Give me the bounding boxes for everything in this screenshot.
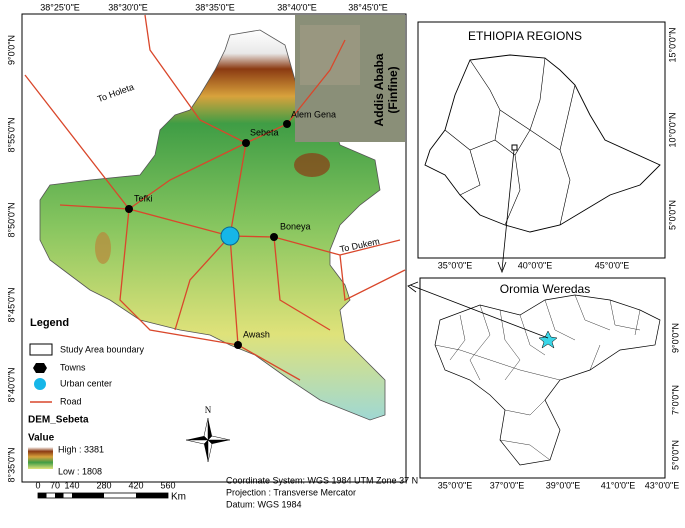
region-borders	[444, 57, 576, 226]
dem-value: Value	[28, 433, 55, 444]
lon-label: 38°30'0"E	[108, 2, 148, 12]
lon-label: 41°0'0"E	[601, 480, 636, 490]
place-label: Alem Gena	[291, 109, 336, 119]
towns	[125, 120, 291, 349]
lat-label: 8°40'0"N	[6, 367, 16, 402]
legend-item: Road	[60, 396, 82, 406]
lat-label: 10°0'0"N	[667, 112, 677, 147]
dem-high: High : 3381	[58, 444, 104, 454]
highland	[95, 232, 111, 264]
projection-line: Projection : Transverse Mercator	[226, 487, 356, 497]
locator	[511, 144, 518, 151]
place-label: Tefki	[134, 193, 153, 203]
lon-label: 39°0'0"E	[546, 480, 581, 490]
dem-ramp	[28, 447, 53, 469]
town	[125, 205, 133, 213]
scale-label: 140	[64, 480, 79, 490]
dem-low: Low : 1808	[58, 466, 102, 476]
ethiopia-outline	[424, 54, 661, 233]
wereda-borders	[434, 294, 641, 461]
roads	[24, 14, 406, 381]
place-label: Boneya	[280, 221, 311, 231]
lat-label: 9°0'0"N	[6, 35, 16, 65]
scale-label: 70	[50, 480, 60, 490]
ethiopia-title: ETHIOPIA REGIONS	[468, 29, 582, 43]
lon-label: 35°0'0"E	[438, 260, 473, 270]
projection-line: Coordinate System: WGS 1984 UTM Zone 37 …	[226, 475, 418, 485]
scale-unit: Km	[171, 492, 186, 503]
dem-title: DEM_Sebeta	[28, 415, 89, 426]
lat-label: 8°35'0"N	[6, 447, 16, 482]
town	[242, 139, 250, 147]
scale-label: 420	[128, 480, 143, 490]
scale-label: 280	[96, 480, 111, 490]
legend-title: Legend	[30, 317, 69, 329]
lon-label: 37°0'0"E	[490, 480, 525, 490]
lat-label: 15°0'0"N	[667, 27, 677, 62]
legend-item: Study Area boundary	[60, 344, 145, 354]
oromia-title: Oromia Weredas	[500, 282, 590, 296]
scale-bar	[37, 492, 169, 499]
lat-label: 8°50'0"N	[6, 202, 16, 237]
projection-line: Datum: WGS 1984	[226, 499, 302, 509]
lat-label: 9°0'0"N	[670, 323, 680, 353]
inset-label: Addis Ababa	[372, 53, 386, 126]
north-arrow	[185, 417, 231, 463]
lon-label: 38°35'0"E	[195, 2, 235, 12]
lat-label: 8°55'0"N	[6, 117, 16, 152]
inset-label: (Finfine)	[386, 66, 400, 113]
urban-center	[220, 226, 240, 246]
lon-label: 40°0'0"E	[518, 260, 553, 270]
north-label: N	[205, 405, 212, 415]
study-locator	[538, 330, 558, 349]
scale-label: 560	[160, 480, 175, 490]
lat-label: 5°0'0"N	[670, 440, 680, 470]
legend-item: Urban center	[60, 378, 112, 388]
legend-urban	[34, 378, 46, 390]
lon-label: 38°25'0"E	[40, 2, 80, 12]
legend-item: Towns	[60, 362, 86, 372]
lon-label: 38°40'0"E	[277, 2, 317, 12]
town	[234, 341, 242, 349]
lon-label: 43°0'0"E	[645, 480, 680, 490]
place-label: Sebeta	[250, 127, 279, 137]
highland	[294, 153, 330, 177]
place-label: Awash	[243, 329, 270, 339]
lon-label: 38°45'0"E	[348, 2, 388, 12]
lat-label: 7°0'0"N	[670, 385, 680, 415]
scale-label: 0	[35, 480, 40, 490]
town	[283, 120, 291, 128]
lon-label: 45°0'0"E	[595, 260, 630, 270]
lat-label: 5°0'0"N	[667, 200, 677, 230]
satellite-texture	[300, 25, 360, 85]
connectors	[407, 149, 549, 339]
legend-town	[33, 363, 47, 373]
lat-label: 8°45'0"N	[6, 287, 16, 322]
town	[270, 233, 278, 241]
legend-boundary	[29, 343, 53, 356]
lon-label: 35°0'0"E	[438, 480, 473, 490]
